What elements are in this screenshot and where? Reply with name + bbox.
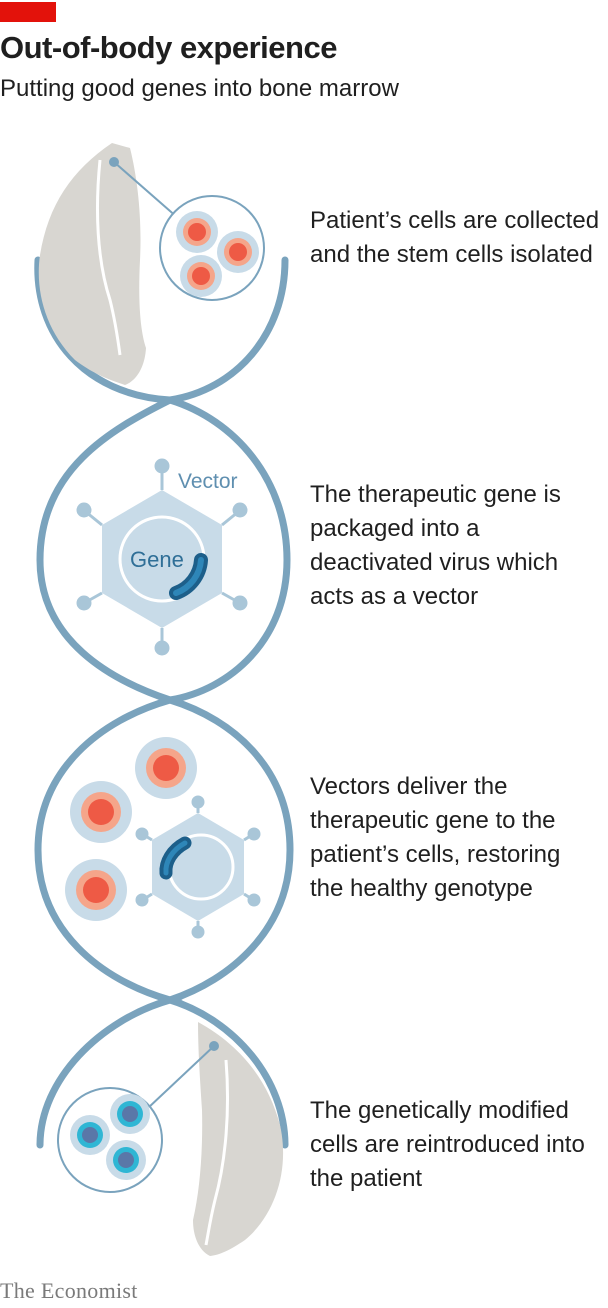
stem-cell xyxy=(180,255,222,297)
vector-spikes xyxy=(76,458,248,656)
stem-cell xyxy=(217,231,259,273)
gene-label: Gene xyxy=(130,547,184,572)
page-subtitle: Putting good genes into bone marrow xyxy=(0,75,399,102)
brand-accent-bar xyxy=(0,2,56,22)
arm-outline-bottom xyxy=(204,1059,230,1246)
step-4-description: The genetically modified cells are reint… xyxy=(310,1097,585,1192)
helix-strand-left xyxy=(34,256,184,1149)
publisher-logo: The Economist xyxy=(0,1278,138,1303)
callout-line-bottom xyxy=(147,1045,215,1109)
step-3-description: Vectors deliver the therapeutic gene to … xyxy=(310,773,561,902)
page-title: Out-of-body experience xyxy=(0,30,337,65)
stem-cell xyxy=(176,211,218,253)
callout-line xyxy=(113,161,179,219)
helix-strand-right xyxy=(158,256,294,1149)
gene-strand-highlight xyxy=(173,557,204,596)
patient-arm-bottom xyxy=(193,1022,284,1256)
patient-arm-top xyxy=(38,143,146,385)
arm-outline-top xyxy=(95,159,122,356)
delivering-vector-spikes xyxy=(135,795,261,939)
delivered-gene-strand-highlight xyxy=(163,840,188,876)
modified-cell xyxy=(106,1140,146,1180)
modified-cell xyxy=(70,1115,110,1155)
modified-cell xyxy=(110,1094,150,1134)
step-1-description: Patient’s cells are collected and the st… xyxy=(310,207,600,268)
vector-label: Vector xyxy=(178,470,238,493)
patient-cell xyxy=(135,737,197,799)
step-2-description: The therapeutic gene is packaged into a … xyxy=(310,481,561,610)
patient-cell xyxy=(70,781,132,843)
patient-cell xyxy=(65,859,127,921)
